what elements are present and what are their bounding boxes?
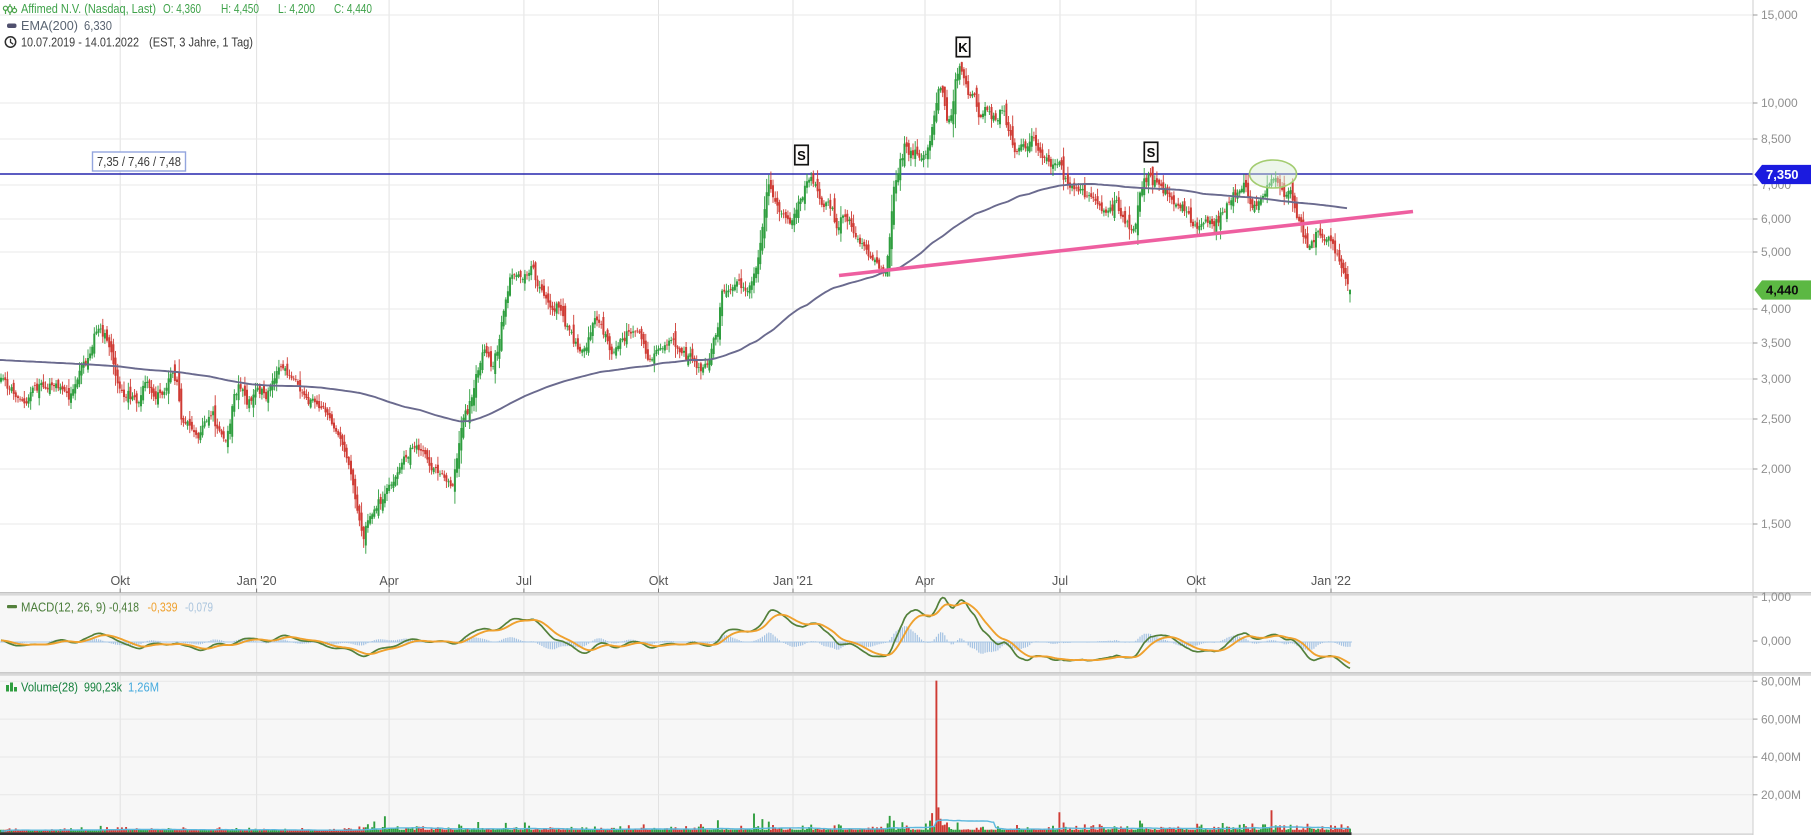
- svg-text:6,330: 6,330: [84, 19, 112, 33]
- svg-text:20,00M: 20,00M: [1761, 788, 1801, 802]
- svg-text:Jul: Jul: [516, 574, 532, 588]
- svg-text:10.07.2019 - 14.01.2022: 10.07.2019 - 14.01.2022: [21, 36, 139, 50]
- svg-text:4,000: 4,000: [1761, 302, 1791, 316]
- svg-text:Jan '20: Jan '20: [237, 574, 277, 588]
- svg-text:Okt: Okt: [110, 574, 130, 588]
- svg-text:MACD(12, 26, 9): MACD(12, 26, 9): [21, 601, 106, 615]
- svg-text:5,000: 5,000: [1761, 245, 1791, 259]
- svg-text:6,000: 6,000: [1761, 212, 1791, 226]
- svg-text:4,440: 4,440: [1766, 283, 1799, 298]
- svg-text:40,00M: 40,00M: [1761, 750, 1801, 764]
- svg-text:15,000: 15,000: [1761, 8, 1798, 22]
- svg-text:3,000: 3,000: [1761, 372, 1791, 386]
- svg-text:1,26M: 1,26M: [128, 681, 159, 695]
- svg-text:990,23k: 990,23k: [84, 681, 123, 695]
- svg-text:60,00M: 60,00M: [1761, 712, 1801, 726]
- svg-text:3,500: 3,500: [1761, 336, 1791, 350]
- svg-text:H: 4,450: H: 4,450: [221, 2, 259, 16]
- svg-text:0,000: 0,000: [1761, 634, 1791, 648]
- svg-text:Apr: Apr: [915, 574, 934, 588]
- svg-text:1,000: 1,000: [1761, 590, 1791, 604]
- svg-text:1,500: 1,500: [1761, 517, 1791, 531]
- svg-text:C: 4,440: C: 4,440: [334, 2, 372, 16]
- svg-text:2,000: 2,000: [1761, 462, 1791, 476]
- svg-text:Jan '21: Jan '21: [773, 574, 813, 588]
- svg-text:Okt: Okt: [649, 574, 669, 588]
- svg-text:7,350: 7,350: [1766, 167, 1799, 182]
- svg-text:K: K: [958, 40, 968, 55]
- svg-text:S: S: [1147, 145, 1156, 160]
- svg-text:O: 4,360: O: 4,360: [163, 2, 201, 16]
- svg-text:EMA(200): EMA(200): [21, 19, 78, 33]
- svg-text:Okt: Okt: [1186, 574, 1206, 588]
- svg-text:8,500: 8,500: [1761, 132, 1791, 146]
- svg-text:L: 4,200: L: 4,200: [278, 2, 315, 16]
- svg-text:7,35 / 7,46 / 7,48: 7,35 / 7,46 / 7,48: [97, 155, 181, 169]
- svg-text:2,500: 2,500: [1761, 412, 1791, 426]
- svg-text:Jan '22: Jan '22: [1311, 574, 1351, 588]
- svg-text:80,00M: 80,00M: [1761, 674, 1801, 688]
- svg-text:S: S: [797, 148, 806, 163]
- svg-text:-0,339: -0,339: [148, 601, 178, 615]
- svg-text:Apr: Apr: [379, 574, 398, 588]
- svg-text:Volume(28): Volume(28): [21, 681, 78, 695]
- svg-text:-0,418: -0,418: [109, 601, 139, 615]
- svg-text:(EST, 3 Jahre, 1 Tag): (EST, 3 Jahre, 1 Tag): [149, 36, 253, 50]
- svg-text:-0,079: -0,079: [185, 601, 213, 615]
- svg-text:Jul: Jul: [1052, 574, 1068, 588]
- svg-text:Affimed N.V. (Nasdaq, Last): Affimed N.V. (Nasdaq, Last): [21, 2, 156, 16]
- svg-text:10,000: 10,000: [1761, 96, 1798, 110]
